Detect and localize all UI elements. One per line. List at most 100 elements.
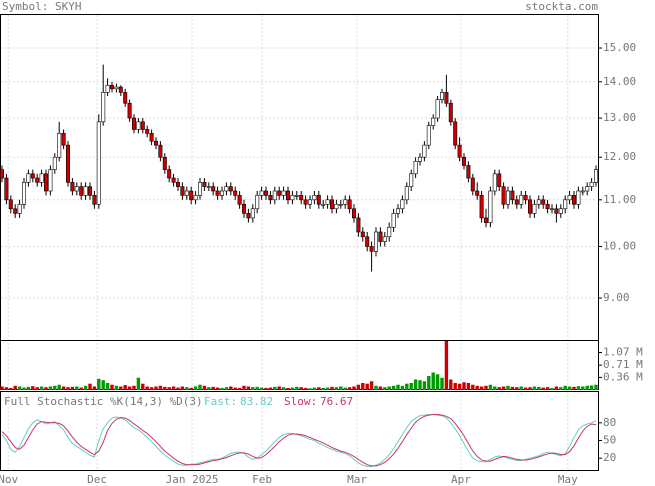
volume-bar xyxy=(251,387,255,390)
volume-bar xyxy=(299,387,303,390)
candle-body xyxy=(404,186,409,201)
volume-bar xyxy=(462,382,466,390)
volume-bar xyxy=(88,383,92,390)
volume-bar xyxy=(211,386,215,390)
volume-bar xyxy=(484,385,488,390)
candle-body xyxy=(563,199,568,210)
candle-body xyxy=(329,199,334,210)
candle-body xyxy=(198,182,203,196)
fast-value: 83.82 xyxy=(240,395,273,408)
candle-body xyxy=(184,190,189,196)
volume-bar xyxy=(383,387,387,390)
volume-bar xyxy=(44,387,48,390)
volume-bar xyxy=(515,387,519,390)
volume-bar xyxy=(303,387,308,390)
volume-bar xyxy=(97,378,101,390)
volume-bar xyxy=(295,386,299,390)
volume-bar xyxy=(75,386,79,390)
x-tick-label: Mar xyxy=(347,473,367,486)
candle-body xyxy=(215,190,220,196)
candle-body xyxy=(52,156,57,170)
candle-body xyxy=(162,156,167,170)
candle-body xyxy=(532,203,537,214)
volume-bar xyxy=(185,387,189,390)
stochastic-line xyxy=(1,414,597,467)
candle-body xyxy=(466,165,471,179)
candle-body xyxy=(233,190,238,196)
volume-bar xyxy=(506,385,510,390)
candle-body xyxy=(527,199,532,214)
candle-body xyxy=(576,190,581,205)
candle-body xyxy=(448,102,453,123)
candle-body xyxy=(325,199,330,205)
volume-bar xyxy=(537,386,541,390)
candle-body xyxy=(501,186,506,205)
volume-bar xyxy=(57,384,61,390)
volume-bar xyxy=(493,386,497,390)
candle-body xyxy=(180,186,185,196)
candle-body xyxy=(158,144,163,158)
candle-body xyxy=(74,186,79,192)
y-tick-label: 14.00 xyxy=(603,75,636,88)
volume-bar xyxy=(119,386,123,390)
volume-bar xyxy=(13,385,17,390)
candle-body xyxy=(351,208,356,219)
candle-body xyxy=(387,226,392,238)
candle-body xyxy=(461,156,466,166)
volume-bar xyxy=(61,386,66,390)
x-tick-label: Feb xyxy=(252,473,272,486)
candle-body xyxy=(145,129,150,134)
candle-body xyxy=(96,121,101,205)
volume-bar xyxy=(167,387,171,390)
candle-body xyxy=(101,92,106,123)
candle-body xyxy=(220,190,225,196)
candle-body xyxy=(132,117,137,130)
volume-bar xyxy=(189,387,193,390)
candle-body xyxy=(30,173,35,179)
candle-body xyxy=(400,199,405,210)
volume-bar xyxy=(149,387,154,390)
candle-body xyxy=(246,213,251,219)
candle-body xyxy=(228,186,233,192)
candle-body xyxy=(48,169,53,192)
volume-bar xyxy=(572,386,576,390)
volume-bar xyxy=(145,386,149,390)
candle-body xyxy=(35,177,40,183)
candle-body xyxy=(360,231,365,238)
x-tick-label: May xyxy=(558,473,578,486)
slow-label: Slow: xyxy=(284,395,317,408)
volume-bar xyxy=(457,383,462,390)
volume-bar xyxy=(154,386,158,390)
volume-bar xyxy=(594,384,598,390)
volume-bar xyxy=(220,387,224,390)
candle-body xyxy=(558,208,563,214)
y-tick-label: 20 xyxy=(603,451,616,464)
candle-body xyxy=(479,195,484,219)
volume-bar xyxy=(409,383,413,390)
candle-body xyxy=(571,195,576,205)
volume-bar xyxy=(589,385,594,390)
volume-bar xyxy=(198,384,202,390)
slow-value: 76.67 xyxy=(320,395,353,408)
candle-body xyxy=(255,195,260,210)
candle-body xyxy=(426,125,431,146)
candle-body xyxy=(237,195,242,205)
volume-bar xyxy=(325,387,330,390)
candle-body xyxy=(118,86,123,93)
volume-bar xyxy=(343,387,347,390)
volume-bar xyxy=(4,387,9,390)
volume-bar xyxy=(563,385,567,390)
volume-bar xyxy=(207,387,211,390)
x-tick-label: Jan 2025 xyxy=(166,473,219,486)
y-tick-label: 9.00 xyxy=(603,291,630,304)
volume-bar xyxy=(479,386,484,390)
candle-body xyxy=(211,186,216,192)
candle-body xyxy=(523,195,528,201)
candle-body xyxy=(242,203,247,214)
volume-bar xyxy=(9,387,13,390)
candle-body xyxy=(83,186,88,196)
volume-bar xyxy=(413,379,418,390)
fast-label: Fast: xyxy=(204,395,237,408)
volume-bar xyxy=(176,387,180,390)
candle-body xyxy=(497,173,502,187)
